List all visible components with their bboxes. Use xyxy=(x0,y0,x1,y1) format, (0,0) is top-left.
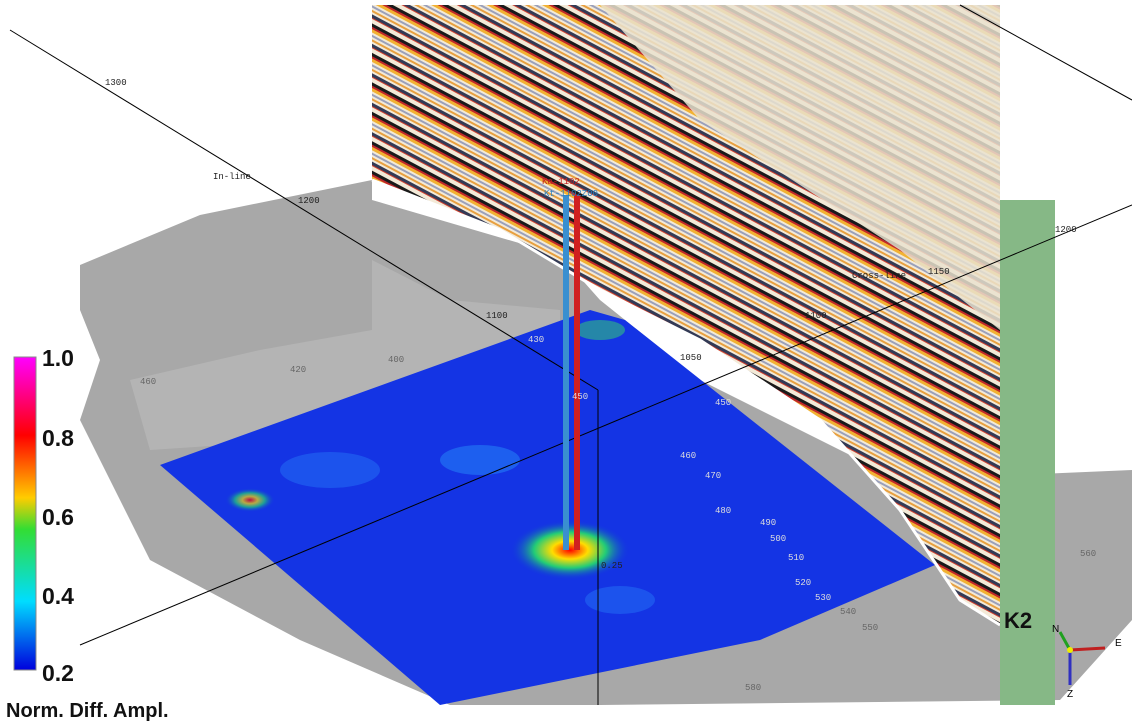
compass-label: N xyxy=(1052,624,1059,635)
tick-label: 1100 xyxy=(805,311,827,321)
contour-labels: 450 460 470 480 490 500 510 520 530 540 … xyxy=(140,335,1096,693)
wells xyxy=(563,195,580,550)
colorbar-tick: 0.8 xyxy=(42,425,74,451)
contour-label: 460 xyxy=(140,377,156,387)
contour-label: 470 xyxy=(705,471,721,481)
tick-label: 1150 xyxy=(928,267,950,277)
colorbar-tick: 0.2 xyxy=(42,660,74,686)
colorbar-tick: 1.0 xyxy=(42,345,74,371)
well-label: Kt-1102Z00 xyxy=(544,189,598,199)
horizon-label: K2 xyxy=(1004,608,1032,633)
contour-label: 540 xyxy=(840,607,856,617)
contour-label: 430 xyxy=(528,335,544,345)
axis-label: In-line xyxy=(213,172,251,182)
tick-label: 1200 xyxy=(298,196,320,206)
contour-label: 460 xyxy=(680,451,696,461)
colorbar: 1.0 0.8 0.6 0.4 0.2 Norm. Diff. Ampl. xyxy=(6,345,169,722)
contour-label: 480 xyxy=(715,506,731,516)
contour-label: 560 xyxy=(1080,549,1096,559)
axis-lines xyxy=(9,4,1132,705)
colorbar-title: Norm. Diff. Ampl. xyxy=(6,700,169,722)
compass-label: Z xyxy=(1067,689,1073,700)
contour-label: 0.25 xyxy=(601,561,623,571)
contour-label: 490 xyxy=(760,518,776,528)
contour-label: 400 xyxy=(388,355,404,365)
colorbar-tick: 0.6 xyxy=(42,504,74,530)
contour-label: 450 xyxy=(572,392,588,402)
contour-label: 530 xyxy=(815,593,831,603)
colorbar-tick: 0.4 xyxy=(42,583,74,609)
colorbar-ramp xyxy=(13,356,37,671)
compass-label: E xyxy=(1115,638,1122,649)
well-label: Ka-1102 xyxy=(542,177,580,187)
seismic-section xyxy=(371,5,1001,627)
contour-label: 510 xyxy=(788,553,804,563)
contour-label: 420 xyxy=(290,365,306,375)
amplitude-map xyxy=(160,310,935,705)
tick-label: 1100 xyxy=(486,311,508,321)
contour-label: 580 xyxy=(745,683,761,693)
tick-label: 1050 xyxy=(680,353,702,363)
axis-label: Cross-line xyxy=(852,271,906,281)
compass: N E Z xyxy=(1052,624,1122,700)
tick-label: 1200 xyxy=(1055,225,1077,235)
contour-label: 550 xyxy=(862,623,878,633)
contour-label: 500 xyxy=(770,534,786,544)
contour-label: 450 xyxy=(715,398,731,408)
tick-label: 1300 xyxy=(105,78,127,88)
contour-label: 520 xyxy=(795,578,811,588)
horizon-panel xyxy=(1000,200,1055,705)
